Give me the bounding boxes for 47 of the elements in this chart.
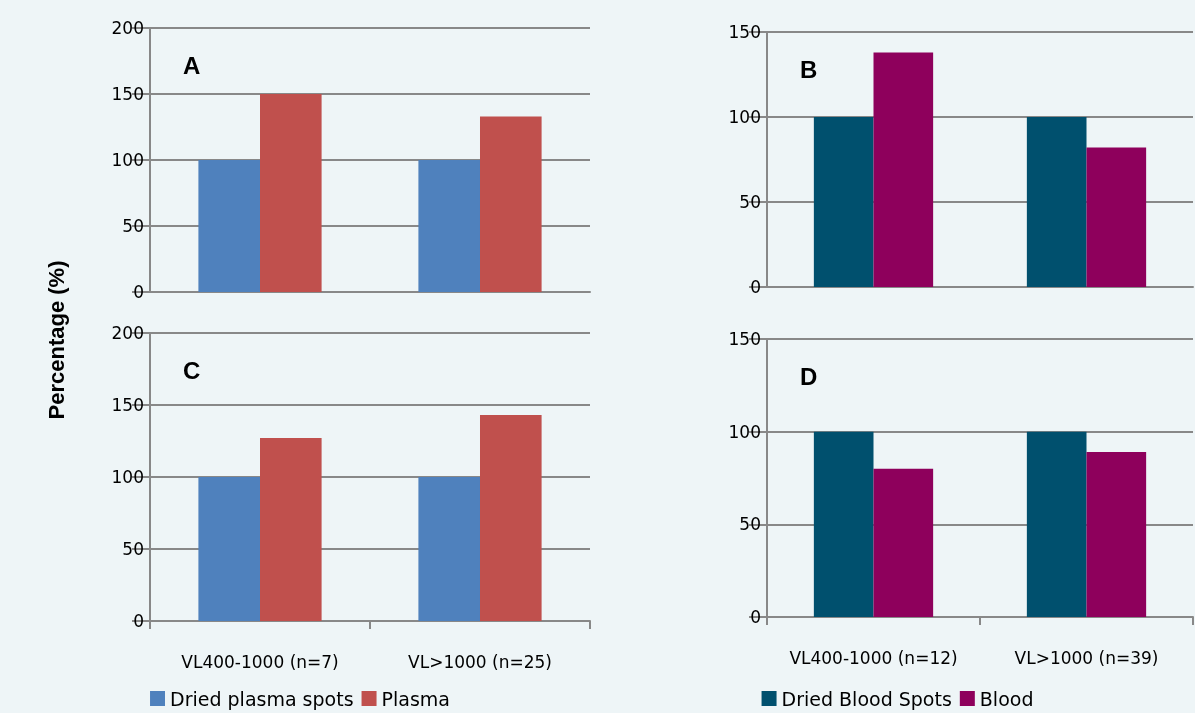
y-tick-label: 200	[111, 18, 144, 38]
legend-label: Plasma	[381, 687, 450, 710]
bar	[873, 468, 934, 617]
bar	[1026, 431, 1087, 617]
y-tick-label: 100	[111, 150, 144, 170]
x-tick-label: VL>1000 (n=39)	[1014, 647, 1159, 668]
legend-label: Dried plasma spots	[170, 687, 354, 710]
bar	[260, 438, 322, 621]
x-tick-label: VL>1000 (n=25)	[408, 651, 552, 672]
y-tick-label: 0	[750, 277, 761, 297]
y-tick-label: 50	[122, 216, 144, 236]
bar	[418, 160, 480, 292]
y-tick-label: 150	[111, 84, 144, 104]
legend-label: Blood	[979, 687, 1034, 710]
x-tick-label: VL400-1000 (n=12)	[789, 647, 958, 668]
text: D	[800, 362, 818, 390]
x-tick-label: VL400-1000 (n=7)	[181, 651, 339, 672]
y-tick-label: 150	[111, 395, 144, 415]
y-tick-label: 150	[728, 22, 761, 42]
text: C	[183, 356, 201, 384]
text: A	[183, 51, 201, 79]
y-tick-label: 50	[122, 539, 144, 559]
y-tick-label: 100	[728, 421, 761, 442]
bar	[260, 94, 322, 292]
y-tick-label: 200	[111, 323, 144, 343]
bar	[480, 116, 542, 292]
bar	[1026, 117, 1087, 287]
bar	[198, 160, 260, 292]
legend-label: Dried Blood Spots	[781, 687, 952, 710]
y-tick-label: 50	[739, 514, 761, 535]
y-tick-label: 0	[133, 611, 144, 631]
y-tick-label: 100	[728, 107, 761, 127]
bar	[813, 431, 874, 617]
y-tick-label: 50	[739, 192, 761, 212]
y-axis-title: Percentage (%)	[44, 260, 70, 420]
bar	[1086, 452, 1147, 617]
y-tick-label: 100	[111, 467, 144, 487]
bar	[480, 415, 542, 621]
bar	[198, 477, 260, 621]
bar	[418, 477, 480, 621]
bar	[813, 117, 874, 287]
bar	[873, 52, 934, 287]
y-tick-label: 150	[728, 329, 761, 349]
bar	[1086, 147, 1147, 287]
text: B	[800, 55, 818, 83]
y-tick-label: 0	[750, 607, 761, 627]
y-tick-label: 0	[133, 282, 144, 302]
